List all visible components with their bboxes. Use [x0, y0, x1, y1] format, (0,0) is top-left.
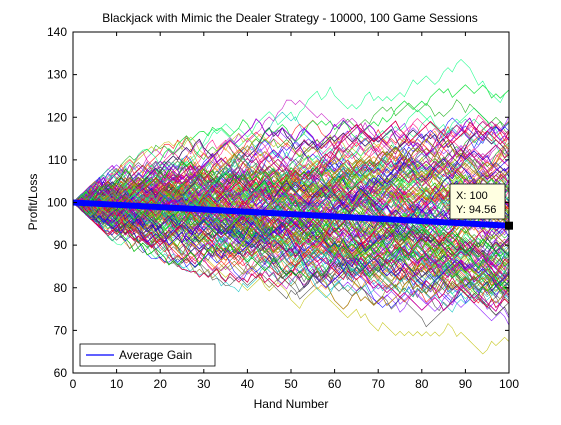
session-line — [73, 202, 509, 298]
y-axis: 60 70 80 90 100 110 120 130 140 — [47, 25, 509, 380]
session-line — [73, 58, 509, 203]
session-line — [73, 202, 509, 300]
datatip[interactable]: X: 100 Y: 94.56 — [449, 183, 513, 230]
session-line — [73, 117, 509, 228]
session-line — [73, 130, 509, 217]
session-line — [73, 120, 509, 237]
session-line — [73, 197, 509, 300]
y-tick-label: 80 — [54, 281, 68, 295]
session-line — [73, 150, 509, 221]
session-line — [73, 138, 509, 207]
x-tick-label: 20 — [154, 377, 168, 391]
session-line — [73, 200, 509, 328]
session-line — [73, 127, 509, 207]
session-line — [73, 171, 509, 218]
session-line — [73, 153, 509, 232]
x-tick-label: 90 — [459, 377, 473, 391]
session-line — [73, 133, 509, 203]
session-line — [73, 84, 509, 208]
y-tick-label: 130 — [47, 68, 67, 82]
x-tick-label: 100 — [499, 377, 519, 391]
x-tick-label: 50 — [284, 377, 298, 391]
session-line — [73, 182, 509, 234]
legend: Average Gain — [79, 343, 216, 367]
x-axis-label: Hand Number — [254, 397, 329, 411]
session-line — [73, 202, 509, 290]
y-tick-label: 70 — [54, 323, 68, 337]
session-line — [73, 176, 509, 246]
session-line — [73, 197, 509, 296]
session-lines — [73, 58, 509, 355]
y-tick-label: 120 — [47, 110, 67, 124]
session-line — [73, 179, 509, 232]
datatip-x-label: X: 100 — [456, 190, 488, 202]
datatip-box — [449, 183, 506, 220]
y-tick-label: 140 — [47, 25, 67, 39]
x-tick-label: 60 — [328, 377, 342, 391]
session-line — [73, 198, 509, 288]
session-line — [73, 195, 509, 256]
session-line — [73, 202, 509, 287]
average-gain-line — [73, 199, 509, 229]
session-line — [73, 99, 509, 203]
x-tick-label: 40 — [241, 377, 255, 391]
y-tick-label: 60 — [54, 366, 68, 380]
x-axis: 0 10 20 30 40 50 60 70 80 90 100 — [70, 32, 519, 391]
session-line — [73, 185, 509, 272]
session-line — [73, 177, 509, 250]
session-line — [73, 196, 509, 282]
y-axis-label: Profit/Loss — [26, 174, 40, 231]
y-tick-label: 100 — [47, 196, 67, 210]
legend-label-average-gain: Average Gain — [119, 348, 192, 362]
y-tick-label: 110 — [48, 153, 67, 167]
session-line — [73, 197, 509, 310]
datatip-y-label: Y: 94.56 — [456, 204, 496, 216]
session-line — [73, 200, 509, 277]
session-line — [73, 191, 509, 272]
session-line — [73, 193, 509, 259]
chart-title: Blackjack with Mimic the Dealer Strategy… — [102, 11, 478, 25]
x-tick-label: 0 — [70, 377, 77, 391]
session-line — [73, 194, 509, 278]
session-line — [73, 116, 509, 210]
average-gain-layer — [73, 199, 509, 229]
y-tick-label: 90 — [54, 238, 68, 252]
x-tick-label: 30 — [197, 377, 211, 391]
x-tick-label: 70 — [372, 377, 386, 391]
datatip-marker[interactable] — [505, 221, 513, 230]
legend-box — [79, 343, 216, 367]
x-tick-label: 80 — [415, 377, 429, 391]
x-tick-label: 10 — [110, 377, 124, 391]
